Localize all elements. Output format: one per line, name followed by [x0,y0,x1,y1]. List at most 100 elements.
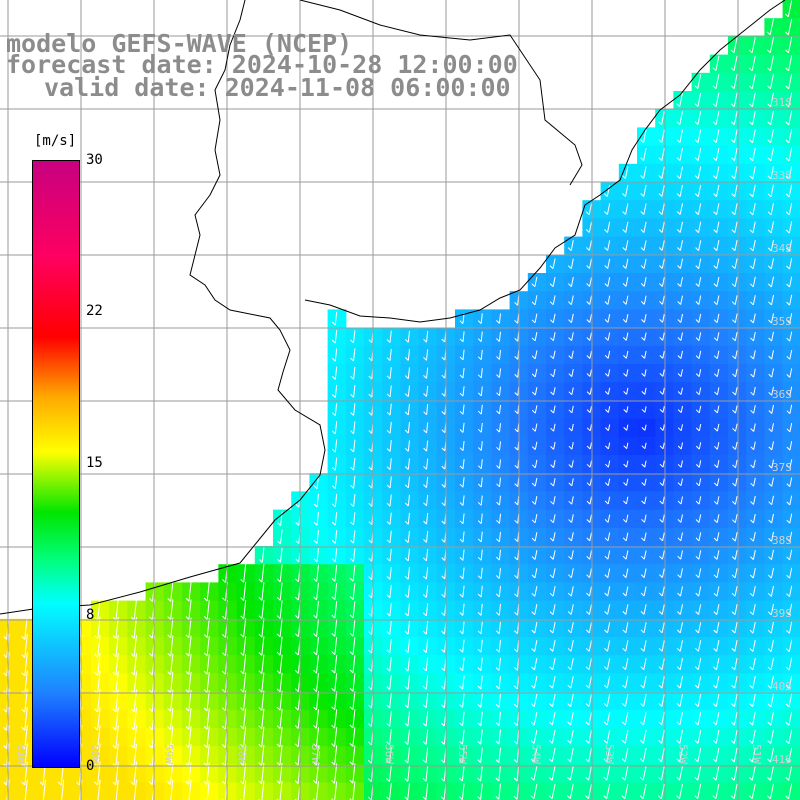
wind-arrow-head [386,704,391,709]
wind-arrow [206,708,210,730]
wind-arrow [770,765,774,781]
wind-arrow-head [222,652,226,657]
wind-cell [728,691,747,711]
wind-arrow-head [277,522,281,527]
wind-arrow [770,92,774,107]
wind-arrow [788,603,793,616]
wind-cell [673,709,693,729]
wind-arrow [606,658,611,670]
wind-arrow-head [441,484,446,488]
wind-arrow [352,637,356,655]
wind-cell [455,509,474,529]
longitude-label: 51W [750,744,763,764]
wind-arrow [261,547,265,563]
wind-cell [564,564,583,583]
wind-cell [273,746,292,765]
wind-arrow-head [676,684,681,689]
wind-arrow-head [459,722,463,727]
wind-cell [618,382,638,401]
wind-arrow [625,258,629,269]
wind-arrow [316,493,319,508]
wind-arrow-head [514,593,518,598]
wind-arrow-head [676,157,681,161]
wind-arrow-head [349,743,354,747]
wind-cell [327,564,347,583]
wind-arrow [188,581,192,602]
wind-arrow-head [477,704,482,708]
wind-cell [564,473,583,492]
wind-arrow-head [640,139,644,143]
wind-arrow-head [622,265,627,269]
wind-arrow [697,147,702,161]
wind-arrow-head [495,575,500,579]
wind-arrow-head [695,611,699,615]
wind-cell [254,655,274,674]
wind-arrow [462,657,465,671]
wind-arrow [133,598,137,621]
wind-arrow [534,276,538,287]
wind-arrow [715,92,720,107]
latitude-label: 31S [772,96,792,109]
wind-arrow [389,747,392,764]
wind-arrow [661,129,665,143]
wind-arrow [771,531,774,542]
wind-arrow [734,221,738,233]
wind-arrow [480,404,483,415]
wind-arrow-head [730,49,735,54]
wind-arrow [644,478,647,486]
wind-arrow-head [404,704,409,709]
wind-arrow-head [768,519,772,524]
wind-arrow [643,676,647,689]
wind-arrow-head [386,796,390,800]
wind-arrow-head [732,464,736,469]
wind-cell [491,364,511,383]
wind-arrow-head [786,247,790,252]
wind-arrow-head [695,445,700,450]
wind-cell [691,182,711,201]
wind-arrow [624,712,629,726]
wind-arrow-head [404,393,409,398]
wind-arrow-head [368,339,373,344]
wind-arrow-head [586,519,591,523]
wind-cell [618,455,638,474]
wind-arrow [752,295,756,305]
wind-arrow [680,405,683,413]
wind-arrow-head [731,574,736,579]
wind-cell [618,473,638,492]
wind-arrow [734,622,738,634]
wind-arrow [644,406,647,413]
wind-cell [764,236,784,256]
wind-arrow-head [313,521,318,526]
wind-arrow-head [477,759,482,763]
wind-cell [546,345,565,365]
wind-cell [782,436,800,456]
wind-arrow [625,350,629,359]
wind-cell [455,327,474,347]
wind-arrow [661,203,665,215]
wind-arrow-head [640,574,645,578]
wind-cell [54,782,74,800]
wind-arrow-head [404,575,409,580]
wind-cell [455,436,474,456]
wind-cell [418,655,438,674]
wind-arrow-head [730,67,735,72]
wind-arrow [499,495,501,506]
wind-cell [309,491,329,511]
wind-cell [91,673,110,693]
wind-cell [564,236,583,256]
wind-cell [455,655,474,674]
wind-arrow-head [603,739,608,744]
wind-arrow-head [568,355,573,359]
wind-arrow [261,726,265,748]
wind-arrow-head [768,483,773,487]
wind-arrow-head [768,373,773,378]
wind-arrow [733,129,738,143]
wind-arrow [770,567,774,579]
wind-arrow [552,675,556,689]
wind-cell [600,345,620,365]
wind-arrow-head [477,374,482,379]
wind-arrow [407,765,410,782]
latitude-label: 40S [772,680,792,693]
wind-arrow-head [767,247,772,252]
wind-arrow [334,673,338,692]
